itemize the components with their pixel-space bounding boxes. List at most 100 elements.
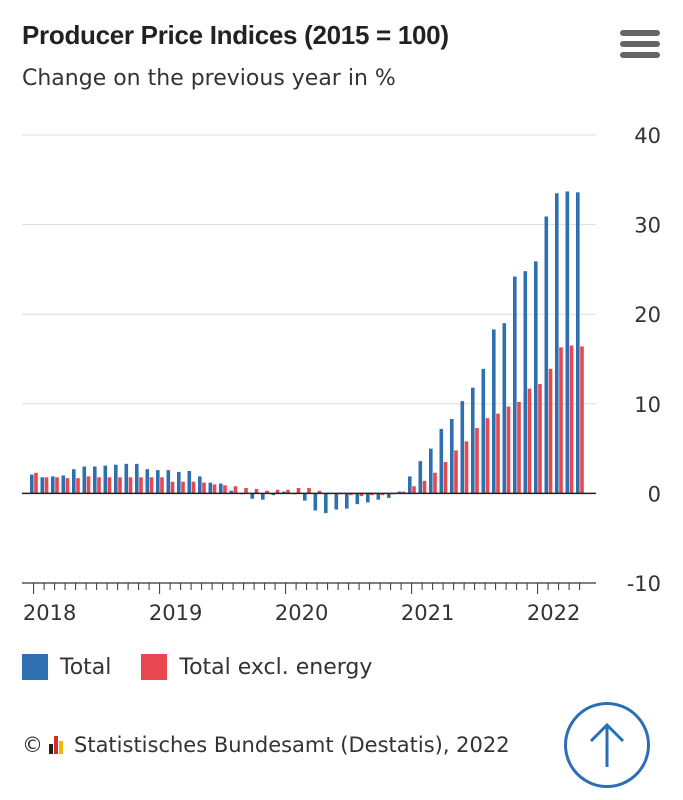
bar-total-excl-energy	[76, 478, 80, 494]
bar-total-excl-energy	[223, 485, 227, 494]
bar-total-excl-energy	[454, 450, 458, 494]
menu-line	[620, 52, 660, 58]
bar-total-excl-energy	[559, 347, 563, 494]
bar-total	[502, 323, 507, 494]
bar-total-excl-energy	[65, 478, 70, 494]
hamburger-menu-icon[interactable]	[620, 30, 660, 64]
bar-total-excl-energy	[370, 493, 374, 496]
legend: Total Total excl. energy	[22, 654, 402, 680]
x-tick-label: 2020	[275, 601, 328, 625]
bar-total	[156, 470, 160, 494]
bar-total	[250, 493, 255, 499]
bar-total	[555, 193, 559, 494]
y-tick-label: 0	[648, 482, 661, 506]
bar-total-excl-energy	[464, 441, 469, 494]
bar-total-excl-energy	[380, 493, 385, 496]
bar-total	[565, 191, 570, 494]
bar-total	[61, 475, 66, 494]
bar-total-excl-energy	[97, 477, 101, 494]
scroll-to-top-button[interactable]	[564, 702, 650, 788]
bar-total-excl-energy	[170, 481, 175, 494]
x-tick-label: 2022	[527, 601, 580, 625]
bar-total-excl-energy	[433, 472, 437, 494]
bar-total	[481, 368, 486, 494]
menu-line	[620, 41, 660, 47]
bar-total	[376, 493, 381, 500]
bar-total	[439, 428, 444, 494]
bar-total-excl-energy	[44, 477, 49, 494]
bar-total-excl-energy	[233, 486, 238, 494]
bar-total	[82, 466, 87, 494]
bar-total-excl-energy	[160, 477, 164, 494]
bar-total-excl-energy	[538, 384, 542, 494]
bar-total	[187, 471, 192, 494]
bar-total	[544, 216, 549, 494]
source-credit-text: Statistisches Bundesamt (Destatis), 2022	[74, 733, 510, 757]
bar-total	[471, 387, 475, 494]
bar-total	[124, 463, 129, 494]
bar-total	[166, 470, 171, 494]
bar-total	[198, 476, 202, 494]
bar-total	[177, 471, 181, 494]
bar-total-excl-energy	[244, 488, 248, 494]
x-tick-label: 2019	[149, 601, 202, 625]
legend-item-total[interactable]: Total	[22, 654, 111, 680]
bar-total	[355, 493, 360, 505]
bar-total	[324, 493, 328, 514]
bar-total-excl-energy	[548, 368, 553, 494]
bar-total	[523, 271, 528, 494]
bar-total	[429, 448, 433, 494]
chart-title: Producer Price Indices (2015 = 100)	[22, 20, 449, 50]
bar-total	[576, 192, 580, 494]
bar-total-excl-energy	[107, 477, 112, 494]
bar-total-excl-energy	[317, 490, 322, 494]
bar-total	[460, 401, 465, 494]
legend-label-total-excl-energy: Total excl. energy	[179, 654, 373, 680]
bar-total-excl-energy	[139, 477, 143, 494]
bar-total-excl-energy	[443, 462, 448, 494]
bar-total	[397, 491, 402, 494]
y-tick-label: 10	[634, 393, 661, 417]
bar-total-excl-energy	[128, 477, 133, 494]
bar-total-excl-energy	[34, 472, 38, 494]
bar-total	[450, 419, 454, 494]
bar-chart: 40 30 20 10 0 -10 2018 2019 2020 2021 2022	[22, 124, 661, 625]
bar-total	[418, 461, 423, 494]
x-tick-label: 2021	[401, 601, 454, 625]
legend-swatch-total	[22, 654, 48, 680]
bar-total-excl-energy	[569, 345, 574, 494]
bar-total-excl-energy	[191, 481, 196, 494]
bar-total	[135, 463, 139, 494]
bar-total	[229, 490, 234, 494]
bar-total-excl-energy	[422, 480, 427, 494]
chart-subtitle: Change on the previous year in %	[22, 66, 396, 91]
bar-total	[103, 465, 108, 494]
bar-total-excl-energy	[202, 482, 206, 494]
bar-total	[93, 466, 97, 494]
y-tick-label: 30	[634, 214, 661, 238]
bar-total	[51, 476, 55, 494]
bar-total-excl-energy	[86, 476, 91, 494]
bar-total	[208, 482, 213, 494]
bar-total	[261, 493, 265, 500]
menu-line	[620, 30, 660, 36]
bar-total	[303, 493, 307, 501]
bar-total	[271, 493, 276, 496]
bar-total-excl-energy	[118, 477, 122, 494]
legend-label-total: Total	[60, 654, 112, 680]
bar-total	[114, 464, 118, 494]
bar-total-excl-energy	[506, 406, 511, 494]
bar-total	[345, 493, 349, 509]
bar-total	[40, 477, 45, 494]
bar-total-excl-energy	[286, 489, 290, 494]
bar-total	[534, 261, 538, 494]
legend-item-total-excl-energy[interactable]: Total excl. energy	[141, 654, 372, 680]
legend-swatch-total-excl-energy	[141, 654, 168, 680]
bar-total-excl-energy	[296, 488, 301, 494]
bar-total	[30, 474, 34, 494]
bar-total-excl-energy	[212, 484, 217, 494]
bar-total-excl-energy	[496, 413, 500, 494]
bar-total	[387, 493, 391, 498]
bar-total-excl-energy	[517, 402, 521, 494]
copyright-symbol: ©	[22, 733, 43, 757]
